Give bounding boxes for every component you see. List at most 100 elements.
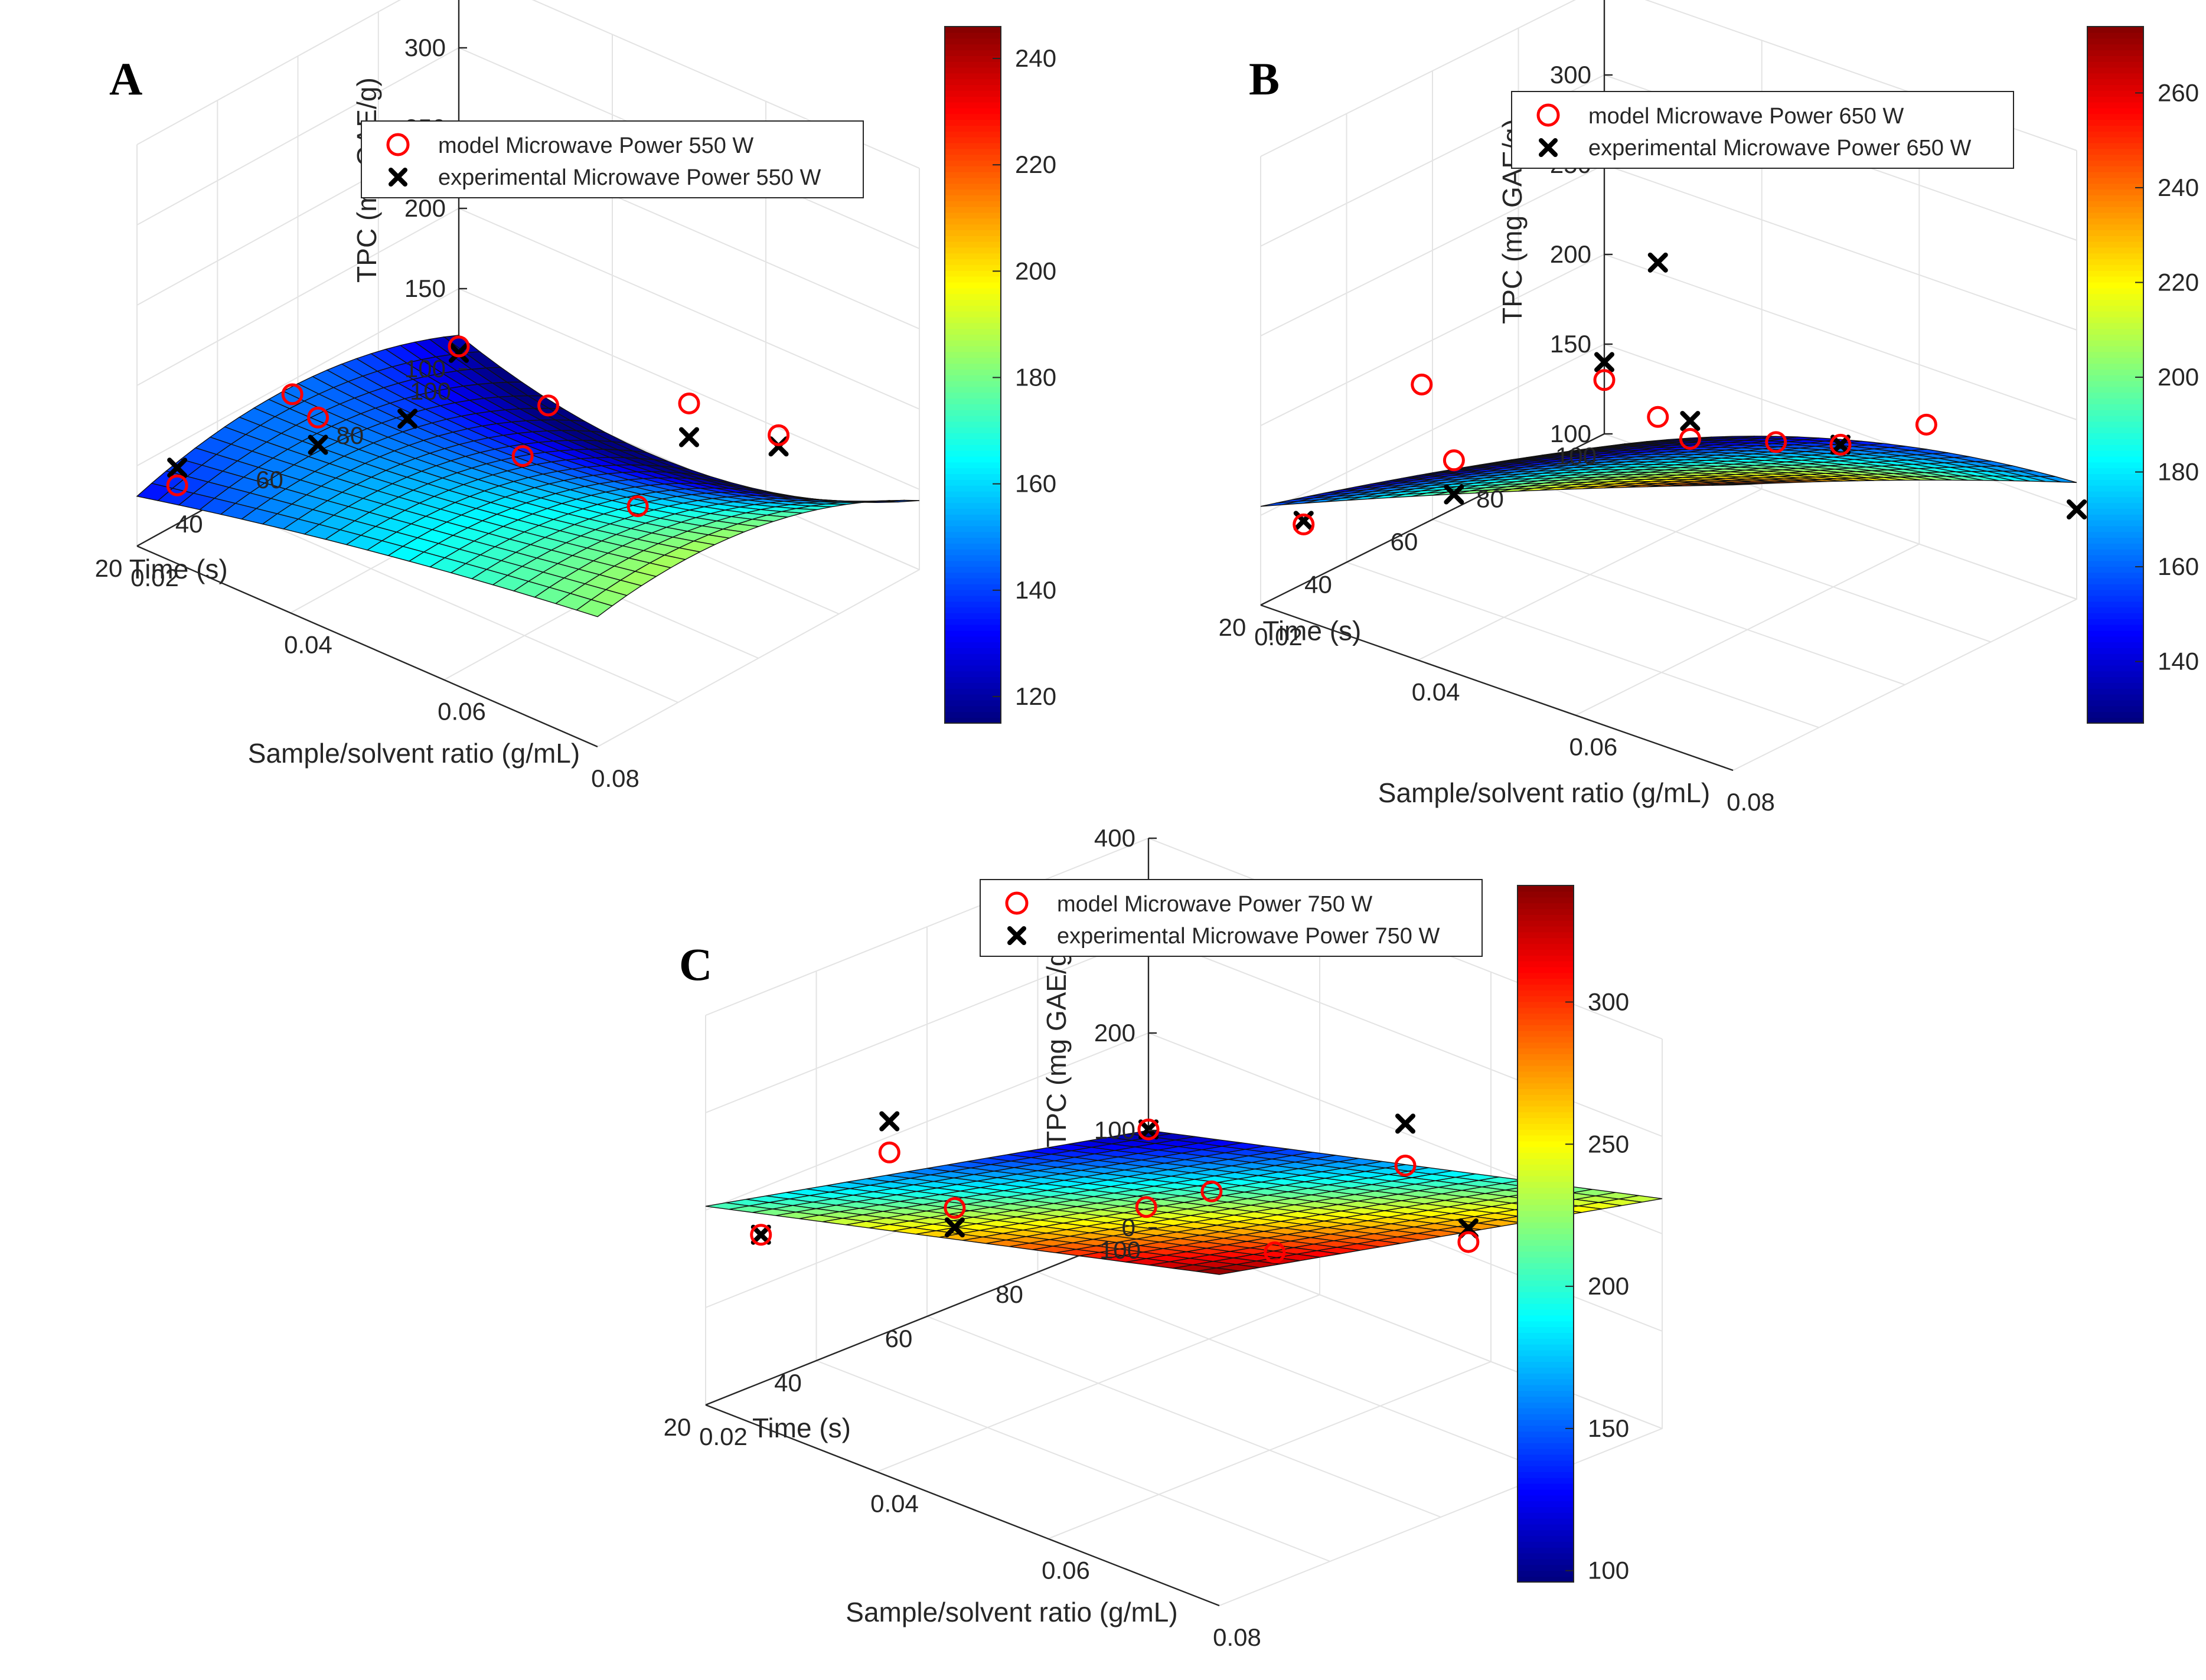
colorbar-tick-label: 220	[2158, 268, 2199, 296]
colorbar-band	[1518, 1054, 1574, 1060]
colorbar-band	[945, 566, 1001, 573]
colorbar-band	[1518, 1199, 1574, 1205]
colorbar-band	[945, 27, 1001, 33]
colorbar-band	[1518, 1419, 1574, 1426]
experimental-marker	[1444, 484, 1464, 505]
colorbar-band	[2087, 183, 2143, 190]
surface-patch	[136, 483, 174, 501]
colorbar-band	[1518, 1216, 1574, 1223]
colorbar-band	[1518, 1321, 1574, 1328]
y-tick-label: 60	[1391, 528, 1418, 555]
colorbar-band	[945, 32, 1001, 39]
colorbar-band	[1518, 1518, 1574, 1525]
y-tick-label: 80	[1476, 485, 1504, 513]
colorbar-band	[945, 624, 1001, 631]
model-marker	[166, 474, 188, 496]
colorbar-band	[1518, 1489, 1574, 1496]
x-axis-line	[705, 1404, 1220, 1607]
colorbar-band	[2087, 189, 2143, 195]
colorbar-band	[2087, 369, 2143, 375]
surface	[136, 335, 920, 617]
colorbar-band	[2087, 502, 2143, 509]
legend-experimental-marker	[389, 168, 407, 187]
colorbar-band	[2087, 131, 2143, 138]
colorbar-band	[1518, 1140, 1574, 1148]
chart-panel-b: 1001502002503003500.020.040.060.08204060…	[1219, 0, 2199, 816]
x-axis-line	[136, 545, 598, 748]
colorbar-band	[2087, 578, 2143, 584]
colorbar-band	[945, 357, 1001, 364]
model-marker	[511, 445, 534, 468]
colorbar-band	[1518, 891, 1574, 898]
colorbar-band	[1518, 1025, 1574, 1031]
colorbar-band	[2087, 142, 2143, 149]
x-tick-label: 0.06	[1042, 1557, 1090, 1584]
colorbar-band	[945, 241, 1001, 248]
colorbar-band	[945, 705, 1001, 712]
legend-label-model: model Microwave Power 750 W	[1057, 892, 1372, 917]
colorbar-band	[2087, 282, 2143, 289]
colorbar-band	[2087, 241, 2143, 248]
colorbar-band	[945, 578, 1001, 584]
colorbar-band	[2087, 293, 2143, 300]
colorbar-band	[945, 125, 1001, 132]
colorbar-band	[1518, 931, 1574, 939]
colorbar-band	[945, 259, 1001, 265]
colorbar-band	[2087, 50, 2143, 56]
colorbar-band	[1518, 943, 1574, 950]
legend-box	[980, 879, 1483, 957]
x-axis-line	[1260, 604, 1734, 772]
colorbar-band	[945, 55, 1001, 62]
colorbar-band	[945, 410, 1001, 416]
experimental-marker	[167, 457, 188, 478]
colorbar-band	[2087, 584, 2143, 590]
colorbar-band	[945, 322, 1001, 329]
colorbar-band	[1518, 1158, 1574, 1165]
surface	[705, 1130, 1663, 1275]
colorbar-band	[1518, 1204, 1574, 1211]
colorbar-band	[2087, 38, 2143, 45]
colorbar-band	[945, 717, 1001, 724]
colorbar-band	[2087, 560, 2143, 567]
colorbar-band	[945, 328, 1001, 335]
z-tick-label: 300	[1550, 61, 1591, 89]
colorbar-tick-label: 120	[1015, 682, 1056, 710]
colorbar-band	[945, 195, 1001, 201]
colorbar-band	[1518, 1089, 1574, 1095]
colorbar-band	[1518, 1263, 1574, 1269]
colorbar-band	[1518, 1344, 1574, 1351]
colorbar-band	[2087, 177, 2143, 184]
y-axis-label: Time (s)	[1262, 616, 1361, 646]
colorbar-band	[1518, 1280, 1574, 1287]
colorbar-band	[1518, 1576, 1574, 1583]
x-tick-label: 0.08	[1213, 1623, 1261, 1651]
colorbar-band	[1518, 1460, 1574, 1467]
colorbar-band	[1518, 1135, 1574, 1142]
experimental-marker	[1594, 352, 1614, 372]
colorbar-band	[1518, 1443, 1574, 1449]
colorbar-band	[1518, 955, 1574, 962]
x-axis-label: Sample/solvent ratio (g/mL)	[248, 738, 580, 769]
experimental-marker	[397, 408, 418, 429]
colorbar-band	[945, 113, 1001, 120]
colorbar-band	[1518, 1378, 1574, 1385]
experimental-marker	[1138, 1119, 1159, 1140]
colorbar-band	[1518, 1234, 1574, 1240]
colorbar-band	[1518, 937, 1574, 944]
colorbar-band	[1518, 1048, 1574, 1054]
colorbar-band	[945, 131, 1001, 138]
colorbar-band	[945, 525, 1001, 532]
colorbar-band	[1518, 1332, 1574, 1339]
colorbar-band	[945, 421, 1001, 428]
colorbar-band	[2087, 531, 2143, 538]
colorbar-band	[1518, 1222, 1574, 1228]
colorbar-band	[1518, 1309, 1574, 1316]
colorbar-band	[945, 496, 1001, 504]
colorbar-band	[1518, 897, 1574, 904]
colorbar-band	[1518, 1524, 1574, 1531]
colorbar-band	[2087, 543, 2143, 550]
colorbar-band	[945, 433, 1001, 439]
colorbar-band	[945, 648, 1001, 654]
colorbar-band	[2087, 717, 2143, 724]
colorbar-band	[2087, 328, 2143, 335]
